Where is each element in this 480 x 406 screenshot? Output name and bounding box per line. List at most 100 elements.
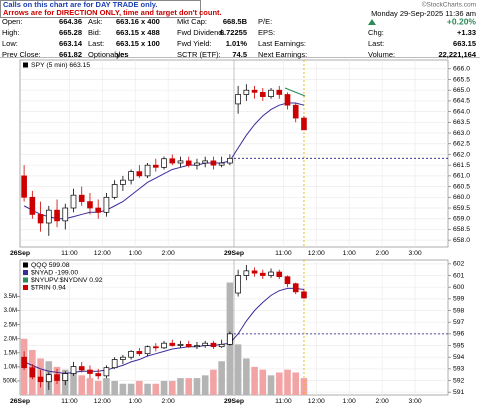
y-tick-label: 661.0 [453, 173, 470, 180]
candle-body [301, 291, 307, 299]
candle-body [161, 158, 167, 168]
volume-bar [259, 369, 267, 395]
x-tick-label: 12:00 [308, 398, 325, 405]
header: Calls on this chart are for DAY TRADE on… [0, 0, 477, 26]
field-label: Last Earnings: [258, 39, 306, 48]
volume-bar [144, 383, 151, 395]
up-arrow-icon [368, 19, 376, 25]
candle-body [177, 344, 184, 346]
field-label: EPS: [258, 28, 275, 37]
candle-body [103, 196, 110, 213]
candle-body [177, 160, 184, 164]
candle-body [111, 359, 118, 369]
candle-body [169, 342, 176, 346]
y2-tick-label: 2.5M [4, 322, 17, 328]
candle-body [87, 369, 93, 374]
candle-body [185, 344, 192, 348]
y-tick-label: 600 [453, 284, 465, 291]
candle-body [218, 344, 225, 348]
volume-bar [160, 380, 168, 395]
y-tick-label: 594 [453, 354, 465, 361]
x-tick-label: 2:00 [376, 398, 389, 405]
field-label: Prev Close: [2, 50, 41, 59]
y2-tick-label: 2.0M [4, 336, 17, 342]
candle-body [169, 158, 176, 164]
candle-body [268, 271, 274, 276]
source: ©StockCharts.com [422, 1, 476, 9]
field-value: 663.16 x 400 [116, 17, 160, 26]
legend-swatch [23, 285, 28, 290]
candle-body [70, 194, 77, 209]
y-tick-label: 596 [453, 331, 465, 338]
legend-swatch [23, 270, 28, 275]
volume-bar [185, 378, 193, 395]
field-value: 664.36 [59, 17, 82, 26]
field-label: Ask: [88, 17, 103, 26]
change-pct: +0.20% [447, 16, 477, 26]
candle-body [45, 374, 52, 383]
candle-body [95, 373, 102, 377]
field-value: 663.15 [453, 39, 476, 48]
legend-label: $NYAD -199.00 [31, 269, 78, 276]
volume-bar [168, 380, 176, 395]
candle-body [259, 272, 266, 276]
candle-body [21, 356, 27, 369]
volume-bar [177, 378, 184, 395]
field-label: Open: [2, 17, 22, 26]
y2-tick-label: 3.0M [4, 308, 17, 314]
volume-bar [243, 358, 250, 395]
volume-bar [127, 383, 135, 395]
field-label: Bid: [88, 28, 101, 37]
candle-body [202, 160, 209, 164]
volume-bar [119, 383, 127, 395]
y-tick-label: 662.5 [453, 141, 470, 148]
candle-body [243, 270, 250, 276]
x-tick-label: 3:00 [408, 250, 421, 257]
moving-average [23, 102, 305, 220]
volume-bar [78, 375, 86, 395]
field-value: 6.72255 [220, 28, 247, 37]
candle-body [78, 366, 85, 371]
candle-body [136, 351, 143, 355]
candle-body [301, 117, 307, 131]
candle-body [276, 89, 283, 95]
field-value: 668.5B [223, 17, 248, 26]
legend-label: $NYUPV:$NYDNV 0.92 [31, 277, 103, 284]
x-tick-label: 26Sep [10, 250, 30, 257]
y-tick-label: 602 [453, 261, 465, 268]
y-tick-label: 662.0 [453, 151, 470, 158]
volume-bar [210, 369, 217, 395]
legend-label: SPY (5 min) 663.15 [31, 62, 90, 69]
volume-bar [86, 378, 94, 395]
field-value: 663.15 x 100 [116, 39, 160, 48]
volume-bar [251, 366, 258, 395]
legend-swatch [23, 277, 28, 283]
candle-body [292, 104, 299, 119]
y-tick-label: 599 [453, 296, 465, 303]
x-tick-label: 11:00 [275, 250, 292, 257]
candle-body [276, 271, 283, 278]
candle-body [202, 342, 209, 346]
candle-body [29, 367, 36, 378]
y2-tick-label: 1.0M [4, 364, 17, 370]
y-tick-label: 664.5 [453, 98, 470, 105]
y-tick-label: 659.0 [453, 216, 470, 223]
x-tick-label: 2:00 [162, 250, 175, 257]
y2-tick-label: 1.5M [4, 350, 17, 356]
y-tick-label: 665.5 [453, 76, 470, 83]
candle-body [152, 164, 159, 168]
candle-body [251, 89, 258, 93]
volume-bar [103, 378, 110, 395]
candle-body [62, 373, 69, 381]
candle-body [37, 376, 44, 383]
candle-body [259, 91, 266, 97]
candle-body [95, 207, 102, 213]
candle-body [284, 94, 291, 106]
volume-bar [218, 361, 225, 395]
candle-body [78, 194, 85, 202]
field-label: Volume: [368, 50, 395, 59]
candle-body [210, 342, 217, 348]
y-tick-label: 665.0 [453, 87, 470, 94]
